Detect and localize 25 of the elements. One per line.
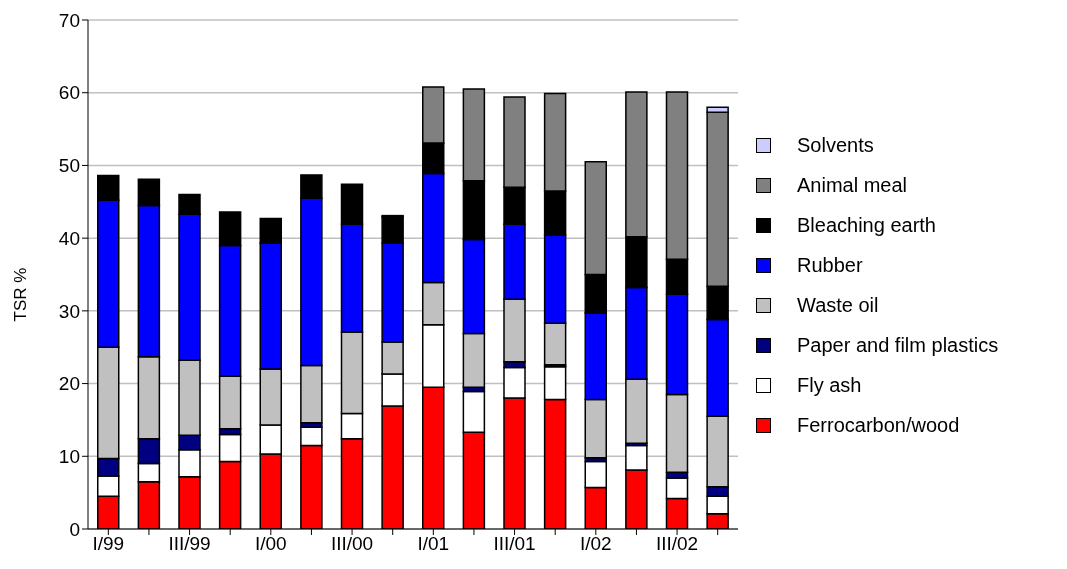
- legend-label: Paper and film plastics: [797, 334, 999, 357]
- y-tick-label: 40: [58, 227, 80, 249]
- legend-label: Solvents: [797, 134, 874, 157]
- y-tick-label: 0: [69, 518, 80, 540]
- y-tick-label: 10: [58, 446, 80, 468]
- legend-label: Animal meal: [797, 174, 908, 197]
- x-tick-label: III/99: [168, 533, 211, 555]
- y-tick-label: 70: [58, 9, 80, 31]
- legend-label: Bleaching earth: [797, 214, 936, 237]
- legend-label: Fly ash: [797, 374, 862, 397]
- y-tick-label: 60: [58, 82, 80, 104]
- legend-label: Ferrocarbon/wood: [797, 414, 960, 437]
- y-tick-label: 30: [58, 300, 80, 322]
- y-axis-title: TSR %: [11, 267, 31, 322]
- x-tick-label: III/01: [493, 533, 536, 555]
- x-tick-label: I/01: [417, 533, 450, 555]
- y-tick-label: 20: [58, 373, 80, 395]
- x-tick-label: I/99: [92, 533, 125, 555]
- legend-label: Rubber: [797, 254, 863, 277]
- x-tick-label: III/02: [655, 533, 699, 555]
- y-tick-label: 50: [58, 155, 80, 177]
- x-tick-label: III/00: [330, 533, 374, 555]
- x-tick-label: I/02: [579, 533, 612, 555]
- x-tick-label: I/00: [254, 533, 287, 555]
- legend-label: Waste oil: [797, 294, 879, 317]
